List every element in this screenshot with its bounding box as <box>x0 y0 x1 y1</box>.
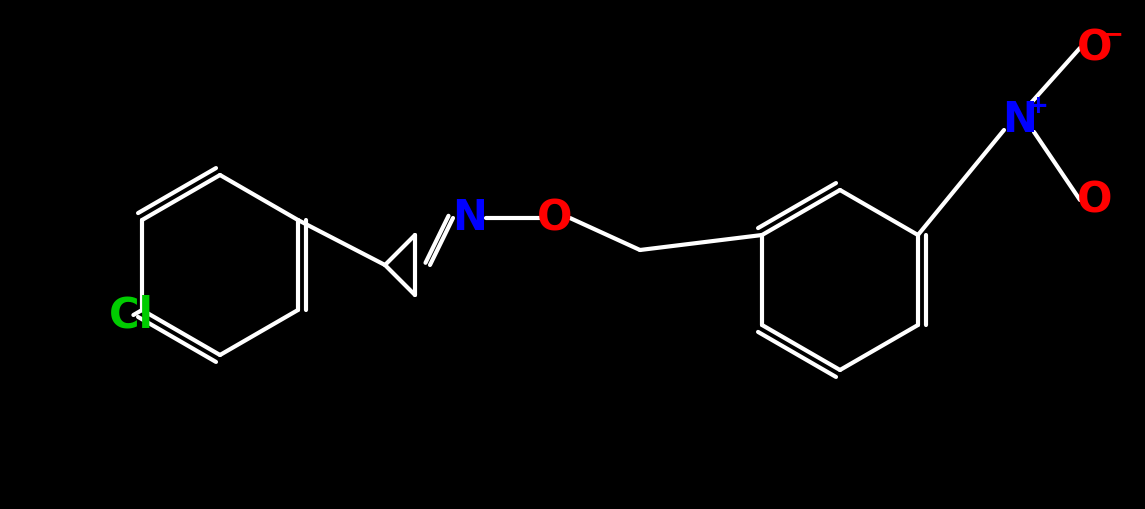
Text: N: N <box>452 197 488 239</box>
Text: +: + <box>1027 94 1049 118</box>
Text: O: O <box>1077 27 1113 69</box>
Text: Cl: Cl <box>109 295 155 337</box>
Text: N: N <box>1003 99 1037 141</box>
Text: O: O <box>1077 179 1113 221</box>
Text: O: O <box>537 197 572 239</box>
Text: −: − <box>1103 22 1123 46</box>
